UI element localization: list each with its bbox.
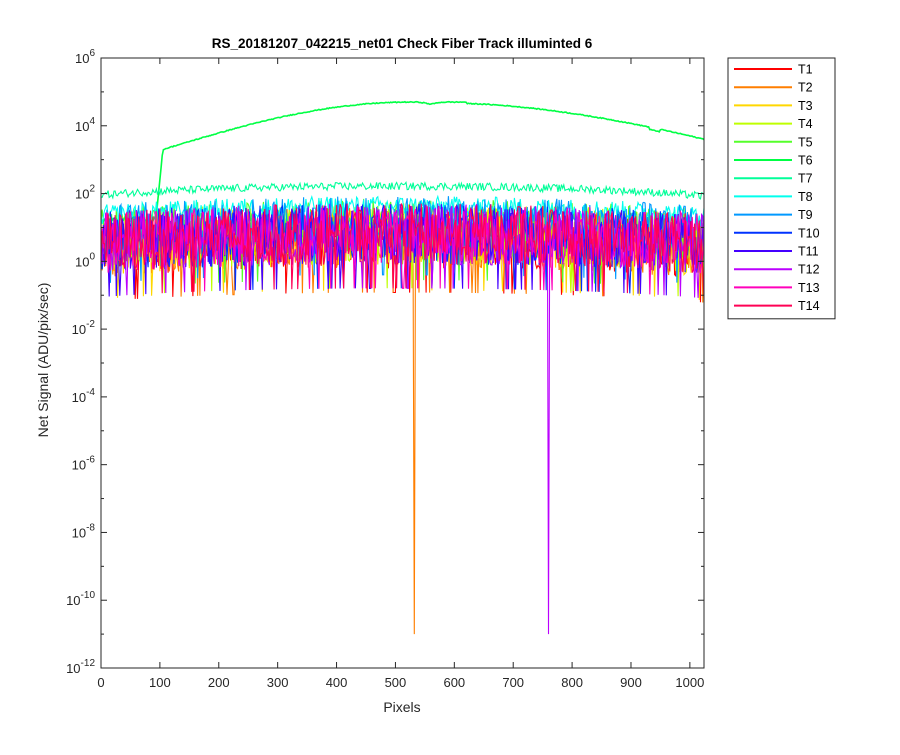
legend-label-t7: T7 xyxy=(798,172,813,186)
y-tick-label: 10-2 xyxy=(72,319,96,337)
axes: 0 100 200 300 400 500 600 700 800 900 1000 10-12 10-… xyxy=(66,48,705,690)
x-tick-label: 900 xyxy=(620,675,642,690)
x-tick-label: 600 xyxy=(443,675,465,690)
y-tick-label: 10-6 xyxy=(72,455,96,473)
legend-label-t8: T8 xyxy=(798,190,813,204)
plot-area xyxy=(101,100,704,635)
series-line-t13 xyxy=(101,204,704,295)
y-tick-label: 10-10 xyxy=(66,590,95,608)
series-line-t6 xyxy=(101,100,704,225)
y-tick-label: 10-8 xyxy=(72,522,96,540)
legend-label-t10: T10 xyxy=(798,226,820,240)
legend-label-t6: T6 xyxy=(798,154,813,168)
legend-label-t4: T4 xyxy=(798,117,813,131)
chart-title: RS_20181207_042215_net01 Check Fiber Tra… xyxy=(212,36,593,51)
legend-label-t2: T2 xyxy=(798,81,813,95)
series-line-t7 xyxy=(101,181,704,200)
y-tick-label: 102 xyxy=(75,184,95,202)
x-tick-label: 1000 xyxy=(675,675,704,690)
x-tick-label: 400 xyxy=(326,675,348,690)
legend-label-t12: T12 xyxy=(798,263,820,277)
y-tick-label: 104 xyxy=(75,116,95,134)
x-tick-label: 300 xyxy=(267,675,289,690)
x-tick-label: 0 xyxy=(97,675,104,690)
legend-label-t11: T11 xyxy=(798,245,819,259)
x-tick-label: 100 xyxy=(149,675,171,690)
y-axis-label: Net Signal (ADU/pix/sec) xyxy=(35,283,51,438)
x-tick-label: 700 xyxy=(502,675,524,690)
y-tick-label: 106 xyxy=(75,48,95,66)
y-tick-label: 10-4 xyxy=(72,387,96,405)
legend-label-t14: T14 xyxy=(798,299,820,313)
legend-label-t5: T5 xyxy=(798,135,813,149)
x-tick-label: 200 xyxy=(208,675,230,690)
legend-label-t3: T3 xyxy=(798,99,813,113)
y-tick-label: 10-12 xyxy=(66,658,95,676)
x-tick-label: 800 xyxy=(561,675,583,690)
legend-label-t13: T13 xyxy=(798,281,820,295)
legend-label-t9: T9 xyxy=(798,208,813,222)
y-tick-label: 100 xyxy=(75,251,95,269)
legend: T1 T2 T3 T4 T5 T6 T7 T8 T9 T10 T11 T12 T13 T14 xyxy=(727,57,836,320)
series-line-t14 xyxy=(101,203,704,299)
x-axis-label: Pixels xyxy=(383,699,420,715)
x-tick-label: 500 xyxy=(385,675,407,690)
series-line-t8 xyxy=(101,194,704,227)
legend-box xyxy=(727,57,836,320)
legend-label-t1: T1 xyxy=(798,63,813,77)
